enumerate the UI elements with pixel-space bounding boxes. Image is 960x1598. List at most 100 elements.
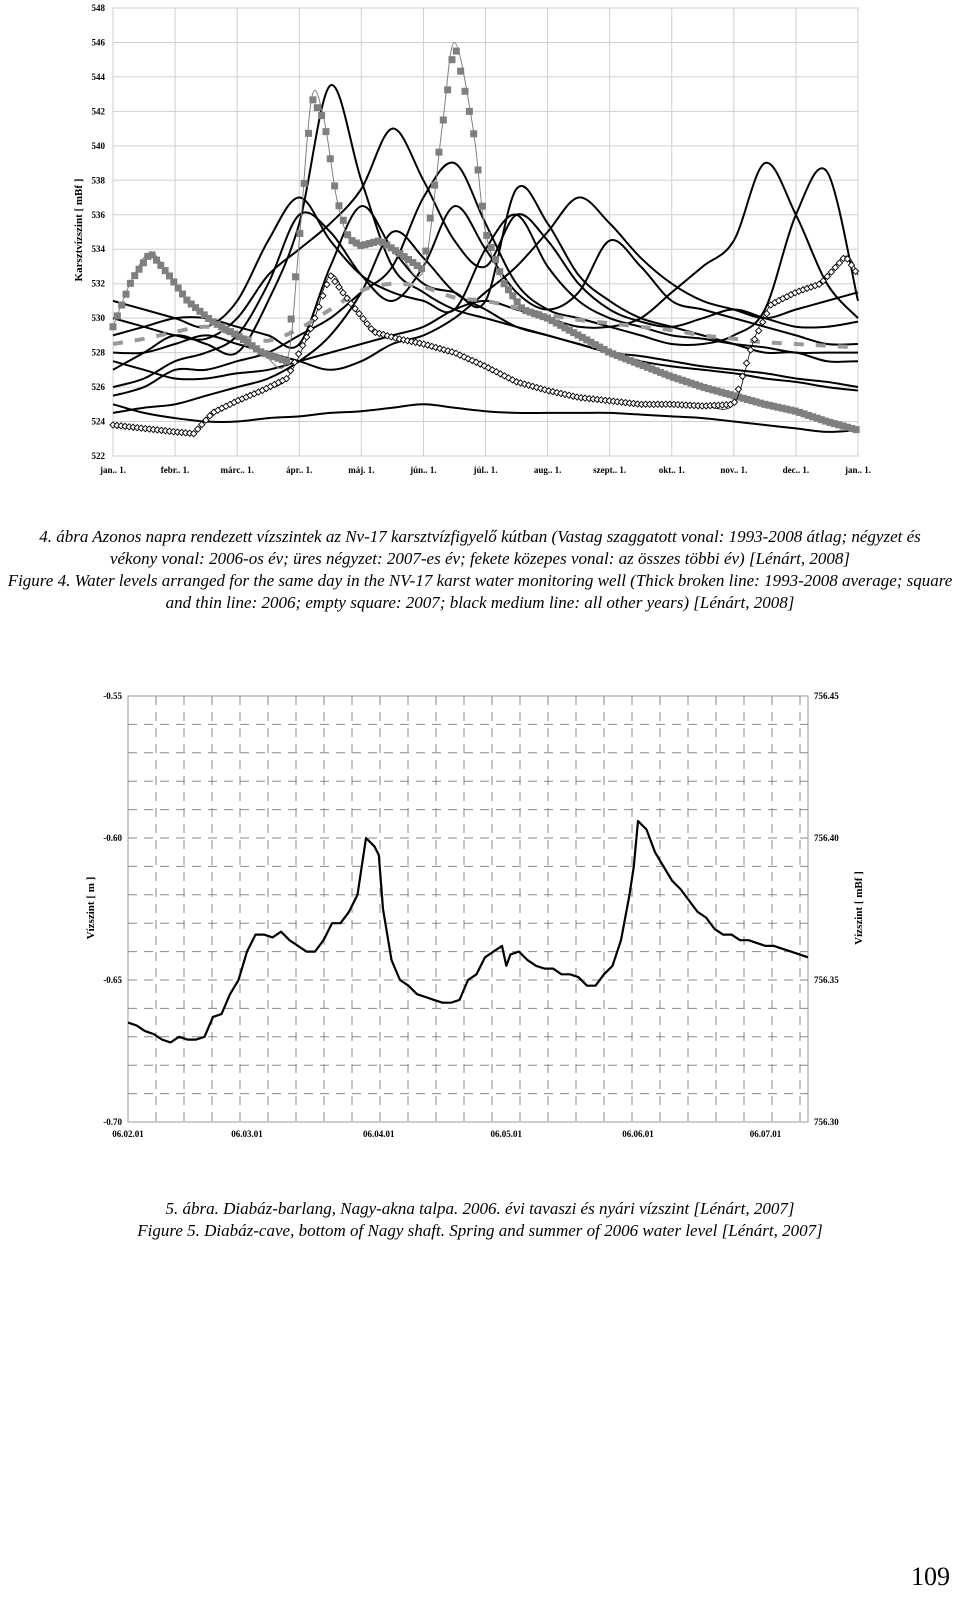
series-2006-marker xyxy=(652,367,660,375)
series-2007-marker xyxy=(730,398,739,407)
series-2006-marker xyxy=(213,320,221,328)
series-2006-marker xyxy=(109,323,117,331)
x-tick-label: dec.. 1. xyxy=(783,465,810,475)
series-2007-marker xyxy=(654,400,662,409)
series-2006-marker xyxy=(557,321,565,329)
series-2006-marker xyxy=(839,422,847,430)
series-t-bbi-v-h-line xyxy=(112,196,859,371)
y-tick-label: 540 xyxy=(92,141,106,151)
x-tick-label: ápr.. 1. xyxy=(286,465,312,475)
figure-4-y-axis-label: Karsztvízszint [ mBf ] xyxy=(73,179,85,282)
series-2007-marker xyxy=(835,259,844,267)
series-2006-marker xyxy=(535,311,543,319)
series-2006-marker xyxy=(509,292,517,300)
series-2006-marker xyxy=(761,400,769,408)
series-2006-marker xyxy=(113,312,121,320)
series-2006-marker xyxy=(783,405,791,413)
figure-5-caption-en: Figure 5. Diabáz-cave, bottom of Nagy sh… xyxy=(137,1221,823,1240)
series-2006-marker xyxy=(335,202,343,210)
series-2007-marker xyxy=(690,401,698,410)
y-tick-label: 548 xyxy=(92,3,106,13)
series-2006-marker xyxy=(622,355,630,363)
series-2006-marker xyxy=(239,336,247,344)
series-2006-marker xyxy=(148,251,156,259)
series-2006-marker xyxy=(539,313,547,321)
water-level-line xyxy=(127,819,809,1044)
series-2006-marker xyxy=(326,155,334,163)
series-2007-marker xyxy=(702,402,710,410)
x-tick-label: febr.. 1. xyxy=(161,465,190,475)
series-2006-marker xyxy=(205,314,213,322)
series-2006-marker xyxy=(822,417,830,425)
series-2006-marker xyxy=(448,56,456,64)
series-2006-marker xyxy=(496,268,504,276)
series-2007-marker xyxy=(762,309,771,318)
series-2006-marker xyxy=(661,370,669,378)
y-tick-label: -0.55 xyxy=(103,691,122,701)
series-2006-marker xyxy=(574,331,582,339)
page-number: 109 xyxy=(911,1562,950,1591)
series-2006-marker xyxy=(348,237,356,245)
series-2006-marker xyxy=(292,273,300,281)
series-2006-marker xyxy=(174,284,182,292)
series-2007-marker xyxy=(294,350,303,358)
figure-4-x-ticks: jan.. 1. febr.. 1. márc.. 1. ápr.. 1. máj. 1… xyxy=(99,465,871,475)
series-2007-marker xyxy=(331,277,339,286)
series-2006-marker xyxy=(683,378,691,386)
series-2006-marker xyxy=(800,410,808,418)
x-tick-label: jún.. 1. xyxy=(409,465,437,475)
series-2006-marker xyxy=(209,318,217,326)
series-2007-marker xyxy=(670,400,678,409)
series-2006-marker xyxy=(570,329,578,337)
series-2006-marker xyxy=(200,311,208,319)
y2-tick-label: 756.35 xyxy=(814,975,839,985)
y-tick-label: 546 xyxy=(92,37,106,47)
series-2006-marker xyxy=(635,360,643,368)
series-2006-marker xyxy=(352,239,360,247)
series-2006-marker xyxy=(717,388,725,396)
series-2007-marker xyxy=(738,372,747,380)
series-2006-marker xyxy=(139,259,147,267)
series-2006-marker xyxy=(743,395,751,403)
series-2006-marker xyxy=(157,261,165,269)
series-2007-marker xyxy=(847,261,856,269)
series-2006-marker xyxy=(613,352,621,360)
series-2006-marker xyxy=(444,86,452,94)
series-2006-marker xyxy=(470,130,478,138)
series-2006-marker xyxy=(418,265,426,273)
series-2006-marker xyxy=(196,307,204,315)
series-2006-marker xyxy=(709,386,717,394)
series-2006-marker xyxy=(757,399,765,407)
series-2006-marker xyxy=(126,279,134,287)
series-2006-marker xyxy=(674,375,682,383)
series-2006-marker xyxy=(513,298,521,306)
figure-5-chart: -0.55-0.60-0.65-0.70 756.45756.40756.357… xyxy=(85,691,865,1139)
series-2006-marker xyxy=(713,387,721,395)
series-2007-marker xyxy=(827,268,836,276)
series-2007-marker xyxy=(641,400,650,409)
series-2006-marker xyxy=(565,326,573,334)
x-tick-label: okt.. 1. xyxy=(659,465,685,475)
y-tick-label: 532 xyxy=(92,279,106,289)
x-tick-label: 06.06.01 xyxy=(622,1129,654,1139)
series-2006-marker xyxy=(357,241,365,249)
series-2006-marker xyxy=(457,67,465,75)
series-2006-marker xyxy=(361,241,369,249)
y-tick-label: 528 xyxy=(92,348,106,358)
series-2006-marker xyxy=(813,414,821,422)
series-2006-marker xyxy=(396,250,404,258)
series-2007-marker xyxy=(722,400,731,409)
series-2006-marker xyxy=(678,376,686,384)
series-2006-marker xyxy=(778,404,786,412)
series-2006-marker xyxy=(261,350,269,358)
series-2006-marker xyxy=(248,342,256,350)
series-2006-marker xyxy=(374,237,382,245)
series-2006-marker xyxy=(591,341,599,349)
series-2006-marker xyxy=(526,308,534,316)
series-2006-marker xyxy=(144,252,152,260)
series-2006-marker xyxy=(687,379,695,387)
series-2006-marker xyxy=(817,416,825,424)
y-tick-label: 522 xyxy=(92,451,106,461)
series-2006-marker xyxy=(561,324,569,332)
series-2006-marker xyxy=(774,403,782,411)
